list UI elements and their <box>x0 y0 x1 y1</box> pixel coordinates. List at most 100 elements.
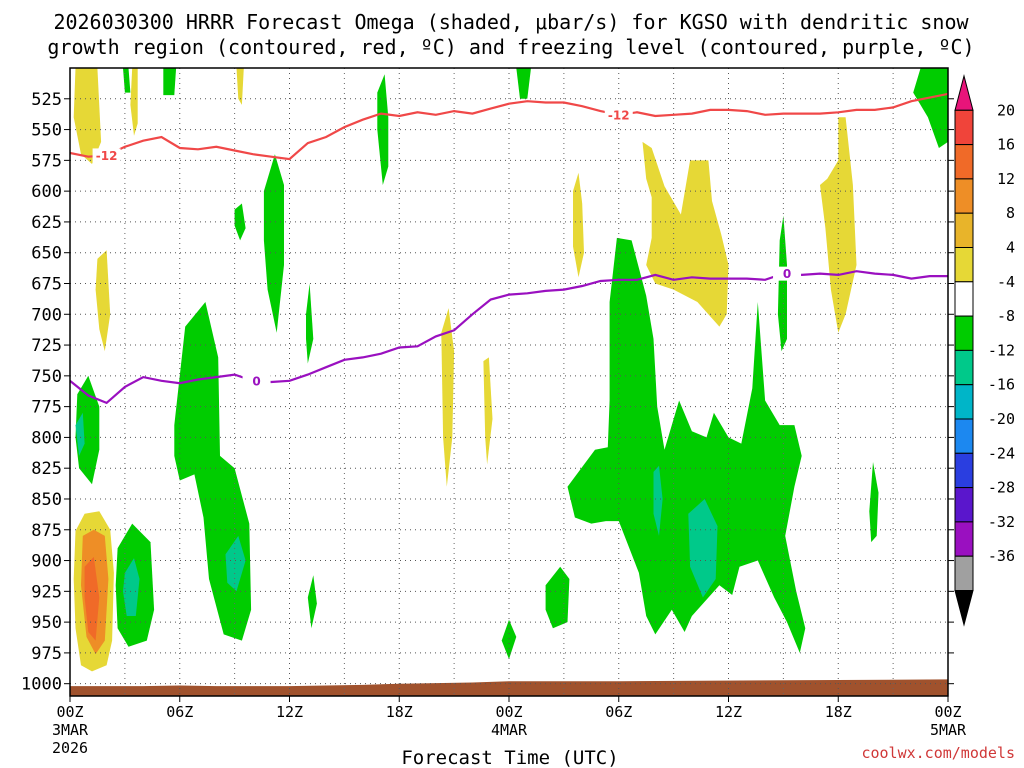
x-tick-label: 18Z <box>825 703 852 721</box>
colorbar-label: 4 <box>1006 239 1015 257</box>
omega-region <box>263 154 284 333</box>
colorbar-label: -24 <box>988 444 1015 462</box>
y-tick-label: 900 <box>31 552 62 572</box>
colorbar-label: 20 <box>997 101 1015 119</box>
y-tick-label: 800 <box>31 428 62 448</box>
x-tick-date: 5MAR <box>930 721 967 739</box>
x-tick-label: 00Z <box>56 703 83 721</box>
contour-lines: -12 -12 0 0 <box>70 92 948 405</box>
omega-region <box>820 117 857 333</box>
contour-label: 0 <box>252 374 260 388</box>
omega-shading <box>70 68 948 696</box>
omega-region <box>483 357 493 465</box>
y-tick-label: 525 <box>31 90 62 110</box>
omega-region <box>306 283 314 364</box>
x-tick-label: 12Z <box>276 703 303 721</box>
colorbar-swatch <box>954 247 974 283</box>
y-tick-label: 925 <box>31 582 62 602</box>
omega-region <box>225 535 246 592</box>
x-tick-label: 12Z <box>715 703 742 721</box>
y-tick-label: 825 <box>31 459 62 479</box>
colorbar: 20 16 12 8 4 -4 -8 -12 -16 -20 -24 -28 -32 -36 <box>954 74 1015 627</box>
y-tick-label: 700 <box>31 305 62 325</box>
y-tick-label: 850 <box>31 490 62 510</box>
x-tick-label: 18Z <box>386 703 413 721</box>
omega-region <box>307 575 317 629</box>
colorbar-label: 8 <box>1006 204 1015 222</box>
colorbar-swatch <box>954 281 974 317</box>
omega-region <box>95 250 111 352</box>
contour-label: -12 <box>96 149 118 163</box>
omega-region <box>441 308 455 487</box>
omega-region <box>75 412 85 456</box>
colorbar-label: -32 <box>988 513 1015 531</box>
colorbar-swatch <box>954 521 974 557</box>
colorbar-label: 12 <box>997 170 1015 188</box>
y-tick-label: 575 <box>31 151 62 171</box>
omega-region <box>777 215 787 352</box>
contour-label: -12 <box>608 108 630 122</box>
site-credit: coolwx.com/models <box>861 744 1015 762</box>
colorbar-label: -8 <box>997 307 1015 325</box>
colorbar-swatch <box>954 144 974 180</box>
omega-region <box>84 556 100 641</box>
y-tick-label: 675 <box>31 274 62 294</box>
x-tick-label: 06Z <box>166 703 193 721</box>
omega-region <box>75 375 100 485</box>
x-tick-label: 00Z <box>495 703 522 721</box>
omega-region <box>236 68 244 105</box>
y-axis: 525 550 575 600 625 650 675 700 725 750 775 800 825 8… <box>21 90 954 695</box>
colorbar-label: -36 <box>988 547 1015 565</box>
omega-region <box>573 172 584 278</box>
omega-region <box>516 68 531 99</box>
y-tick-label: 750 <box>31 367 62 387</box>
colorbar-swatch <box>954 178 974 214</box>
y-tick-label: 1000 <box>21 675 62 695</box>
colorbar-swatch <box>954 418 974 454</box>
x-tick-date: 4MAR <box>491 721 528 739</box>
omega-region <box>501 619 517 660</box>
omega-region <box>174 302 252 641</box>
omega-region <box>545 566 570 629</box>
y-tick-label: 650 <box>31 244 62 264</box>
x-tick-label: 00Z <box>934 703 961 721</box>
x-tick-date: 3MAR <box>52 721 89 739</box>
colorbar-label: -16 <box>988 376 1015 394</box>
colorbar-swatch <box>954 384 974 420</box>
contour-label: 0 <box>783 267 791 281</box>
contour-label-bg <box>242 373 271 388</box>
x-tick-year: 2026 <box>52 739 88 757</box>
colorbar-swatch <box>954 109 974 146</box>
chart-title-line-1: 2026030300 HRRR Forecast Omega (shaded, … <box>53 10 969 34</box>
colorbar-swatch <box>954 487 974 523</box>
omega-region <box>688 499 718 598</box>
colorbar-label: -28 <box>988 479 1015 497</box>
colorbar-swatch <box>954 349 974 386</box>
omega-region <box>163 68 177 96</box>
freezing-level-line <box>70 270 948 405</box>
omega-region <box>377 74 389 185</box>
y-tick-label: 600 <box>31 182 62 202</box>
omega-region <box>123 558 140 616</box>
y-tick-label: 725 <box>31 336 62 356</box>
x-tick-label: 06Z <box>605 703 632 721</box>
contour-label-bg <box>773 266 802 281</box>
colorbar-swatch <box>954 452 974 489</box>
x-axis-label: Forecast Time (UTC) <box>401 747 618 768</box>
colorbar-cap-top <box>954 74 974 111</box>
omega-region <box>123 68 131 93</box>
colorbar-swatch <box>954 212 974 248</box>
colorbar-label: 16 <box>997 136 1015 154</box>
y-tick-label: 775 <box>31 398 62 418</box>
colorbar-swatch <box>954 555 974 592</box>
colorbar-label: -4 <box>997 273 1015 291</box>
omega-region <box>869 462 879 543</box>
omega-region <box>130 68 138 136</box>
omega-region <box>913 68 948 148</box>
contour-label-bg <box>604 107 633 122</box>
colorbar-label: -12 <box>988 341 1015 359</box>
omega-region <box>567 237 806 653</box>
y-tick-label: 950 <box>31 613 62 633</box>
